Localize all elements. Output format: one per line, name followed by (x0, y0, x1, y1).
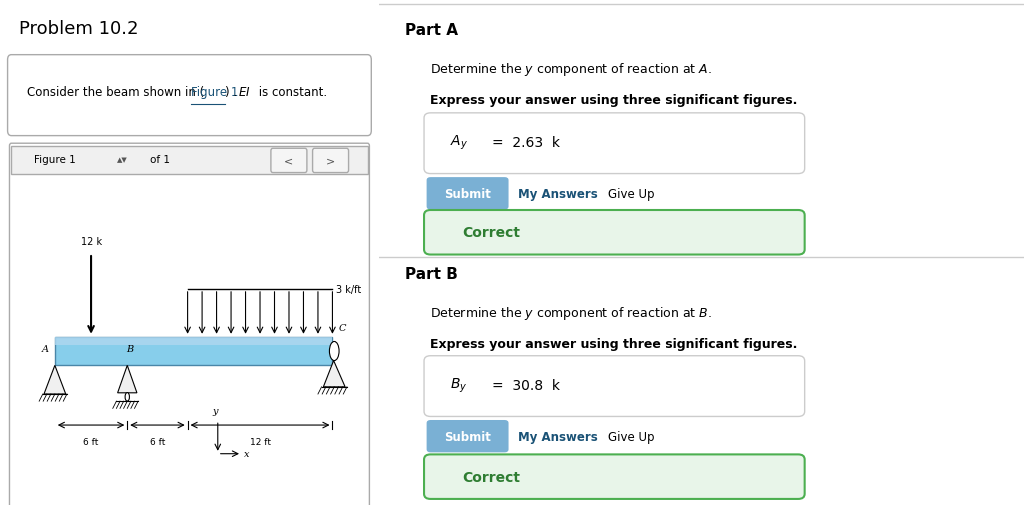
Text: Figure 1: Figure 1 (34, 155, 76, 165)
Text: Give Up: Give Up (608, 187, 654, 200)
Text: =  30.8  k: = 30.8 k (492, 378, 560, 392)
FancyBboxPatch shape (424, 114, 805, 174)
Text: ▲▼: ▲▼ (118, 157, 128, 163)
Circle shape (125, 393, 129, 401)
Text: is constant.: is constant. (255, 85, 327, 98)
FancyBboxPatch shape (424, 211, 805, 255)
Text: =  2.63  k: = 2.63 k (492, 136, 560, 150)
Text: Submit: Submit (444, 187, 492, 200)
Text: 3 k/ft: 3 k/ft (336, 284, 361, 294)
Text: <: < (284, 156, 293, 166)
Text: x: x (245, 449, 250, 459)
Text: Figure 1: Figure 1 (191, 85, 239, 98)
Text: $A_y$: $A_y$ (450, 134, 468, 152)
Text: of 1: of 1 (150, 155, 170, 165)
Text: $B_y$: $B_y$ (450, 376, 467, 394)
Text: Submit: Submit (444, 430, 492, 443)
Text: Part B: Part B (404, 267, 458, 282)
Text: Consider the beam shown in (: Consider the beam shown in ( (27, 85, 204, 98)
FancyBboxPatch shape (9, 144, 370, 505)
Circle shape (330, 342, 339, 361)
Text: Express your answer using three significant figures.: Express your answer using three signific… (430, 337, 798, 350)
FancyBboxPatch shape (7, 56, 372, 136)
Text: A: A (42, 345, 49, 354)
Text: y: y (213, 407, 218, 416)
Text: My Answers: My Answers (517, 430, 597, 443)
Text: My Answers: My Answers (517, 187, 597, 200)
FancyBboxPatch shape (312, 149, 348, 173)
Polygon shape (324, 361, 345, 387)
Text: Problem 10.2: Problem 10.2 (18, 20, 138, 38)
Text: >: > (326, 156, 335, 166)
Text: $EI$: $EI$ (238, 85, 251, 98)
Text: B: B (126, 345, 133, 354)
Text: Correct: Correct (463, 470, 521, 484)
Text: ) .: ) . (224, 85, 241, 98)
FancyBboxPatch shape (427, 178, 509, 210)
Text: Determine the $y$ component of reaction at $A$.: Determine the $y$ component of reaction … (430, 61, 713, 78)
Bar (55, 337, 333, 345)
Text: Express your answer using three significant figures.: Express your answer using three signific… (430, 93, 798, 107)
FancyBboxPatch shape (11, 146, 368, 174)
Bar (55, 337, 333, 366)
Text: C: C (338, 323, 346, 332)
Text: Part A: Part A (404, 23, 458, 38)
Polygon shape (44, 366, 66, 394)
Text: Give Up: Give Up (608, 430, 654, 443)
Polygon shape (118, 366, 137, 393)
FancyBboxPatch shape (424, 454, 805, 499)
Text: 6 ft: 6 ft (83, 437, 98, 446)
Text: Determine the $y$ component of reaction at $B$.: Determine the $y$ component of reaction … (430, 305, 713, 322)
Text: 12 k: 12 k (81, 236, 101, 246)
FancyBboxPatch shape (427, 420, 509, 452)
FancyBboxPatch shape (271, 149, 307, 173)
Text: 12 ft: 12 ft (250, 437, 270, 446)
Text: 6 ft: 6 ft (150, 437, 165, 446)
FancyBboxPatch shape (424, 356, 805, 417)
Text: Correct: Correct (463, 226, 521, 240)
